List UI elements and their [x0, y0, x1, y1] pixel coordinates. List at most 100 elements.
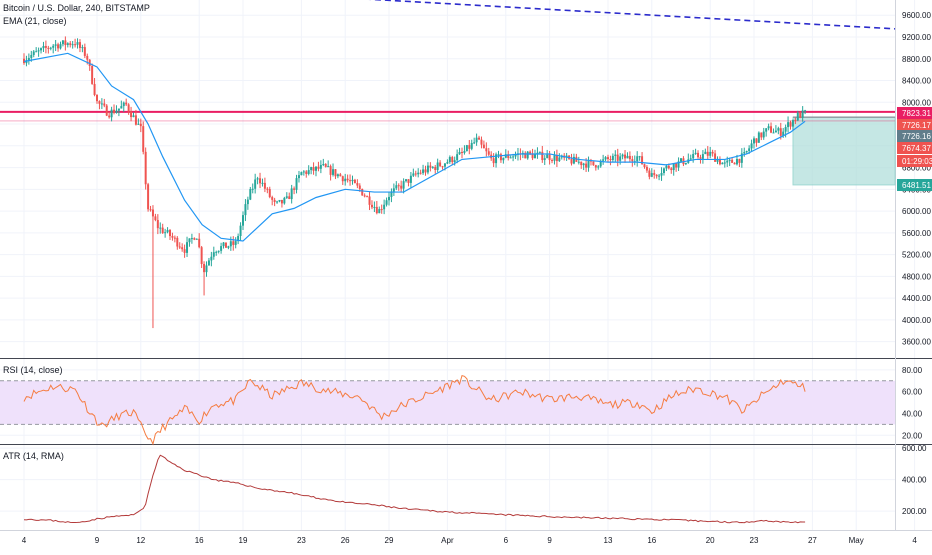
candle-body: [441, 166, 444, 168]
price-label-box: [897, 130, 932, 142]
candle-8: [42, 41, 45, 53]
candle-258: [650, 168, 653, 178]
x-tick-label: 23: [297, 536, 306, 545]
candle-body: [465, 145, 468, 152]
price-label-5: 6481.51: [897, 179, 932, 191]
candle-163: [419, 169, 422, 175]
candle-body: [142, 126, 145, 152]
candle-body: [492, 158, 495, 164]
candle-body: [548, 154, 551, 161]
candle-193: [492, 153, 495, 168]
dashed-trendline: [368, 0, 896, 30]
candle-body: [431, 166, 434, 168]
candle-286: [718, 156, 721, 166]
candle-body: [224, 242, 227, 248]
candle-20: [71, 41, 74, 49]
candle-body: [139, 123, 142, 127]
candle-31: [98, 100, 101, 110]
x-axis-labels: 4 9 12 16 19 23 26 29 Apr 6 9 13 16 20 23 27 May 4: [22, 536, 918, 545]
candle-body: [487, 151, 490, 155]
candle-body: [429, 165, 432, 168]
candle-body: [105, 105, 108, 116]
candle-body: [643, 164, 646, 167]
candle-body: [592, 161, 595, 166]
candle-body: [616, 154, 619, 161]
candle-78: [212, 246, 215, 260]
candle-body: [198, 238, 201, 248]
candle-134: [349, 174, 352, 186]
candle-body: [159, 227, 162, 229]
candle-99: [263, 177, 266, 193]
candle-body: [249, 189, 252, 200]
price-label-text: 01:29:03: [902, 157, 932, 166]
candle-156: [402, 178, 405, 194]
candle-body: [587, 160, 590, 168]
candle-25: [83, 43, 86, 59]
price-tick-label: 4800.00: [902, 272, 931, 281]
rsi-line: [23, 374, 806, 446]
price-label-4: 01:29:03: [897, 155, 932, 167]
candle-body: [738, 158, 741, 163]
candle-body: [475, 137, 478, 143]
candle-241: [609, 155, 612, 166]
candle-128: [334, 169, 337, 180]
candle-239: [604, 156, 607, 162]
candle-185: [473, 137, 476, 145]
candle-body: [334, 169, 337, 177]
candle-body: [624, 154, 627, 159]
candle-310: [777, 126, 780, 135]
price-labels: 7823.31 7726.17 7726.16 7674.37 01:29:03 6481…: [897, 107, 932, 191]
candle-50: [144, 147, 147, 190]
candle-body: [122, 102, 125, 107]
candle-295: [740, 148, 743, 168]
price-tick-label: 4000.00: [902, 316, 931, 325]
candle-body: [779, 128, 782, 136]
candle-14: [57, 42, 60, 52]
candle-249: [628, 151, 631, 163]
candle-292: [733, 162, 736, 165]
candle-149: [385, 197, 388, 207]
candle-body: [108, 115, 111, 118]
candle-body: [726, 160, 729, 163]
candle-206: [524, 151, 527, 159]
candle-body: [205, 265, 208, 273]
candle-body: [132, 115, 135, 118]
candle-100: [266, 187, 269, 194]
candle-116: [305, 170, 308, 178]
candle-35: [108, 111, 111, 119]
candle-body: [538, 151, 541, 153]
candle-body: [341, 176, 344, 182]
candle-body: [468, 145, 471, 149]
candle-body: [675, 163, 678, 168]
candle-body: [239, 225, 242, 236]
candle-269: [677, 157, 680, 172]
candle-202: [514, 151, 517, 160]
candle-33: [103, 98, 106, 108]
candle-body: [546, 154, 549, 159]
candle-body: [784, 127, 787, 132]
price-label-0: 7823.31: [897, 107, 932, 119]
candle-187: [478, 135, 481, 140]
candle-body: [297, 175, 300, 179]
candle-256: [645, 165, 648, 173]
candle-272: [684, 162, 687, 166]
candle-27: [88, 59, 91, 71]
candle-170: [436, 158, 439, 173]
candle-4: [32, 50, 35, 58]
candle-305: [765, 128, 768, 137]
candle-body: [244, 204, 247, 216]
candle-84: [227, 245, 230, 250]
candle-28: [91, 63, 94, 85]
rsi-legend: RSI (14, close): [3, 365, 63, 375]
candle-body: [329, 166, 332, 175]
candle-body: [173, 237, 176, 239]
candle-76: [207, 257, 210, 266]
candle-77: [210, 251, 213, 267]
candle-body: [443, 163, 446, 167]
candle-294: [738, 158, 741, 168]
ema-line: [23, 52, 806, 242]
candle-body: [93, 83, 96, 95]
candle-body: [611, 155, 614, 160]
